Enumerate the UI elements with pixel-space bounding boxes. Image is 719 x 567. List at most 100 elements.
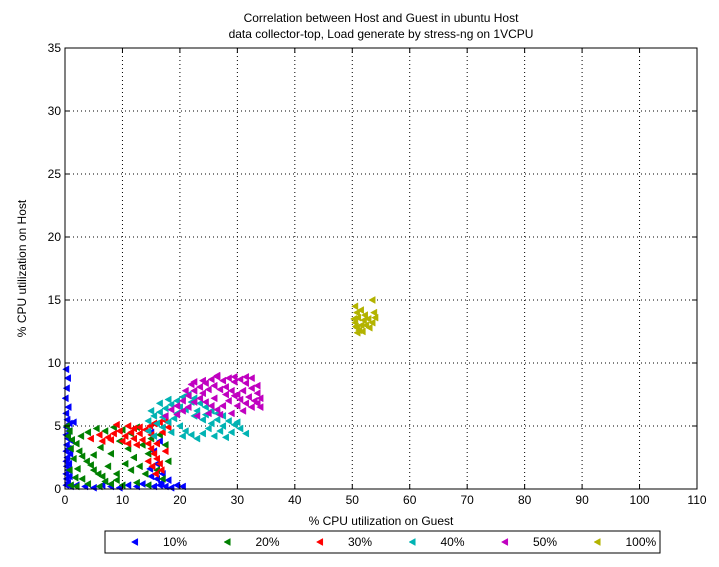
data-point <box>101 477 109 486</box>
data-point <box>62 447 70 456</box>
data-point <box>152 419 160 428</box>
data-point <box>198 376 206 385</box>
data-point <box>63 432 71 441</box>
x-tick-label: 10 <box>116 493 130 507</box>
data-point <box>69 418 77 427</box>
x-tick-label: 60 <box>403 493 417 507</box>
data-point <box>86 461 94 469</box>
data-point <box>63 374 71 383</box>
data-point <box>210 394 218 403</box>
data-point <box>158 474 166 483</box>
data-point <box>196 399 204 408</box>
data-point <box>77 432 85 441</box>
data-point <box>78 452 86 461</box>
y-tick-label: 30 <box>48 104 62 118</box>
chart-title-line-1: Correlation between Host and Guest in ub… <box>244 11 519 25</box>
data-point <box>173 401 181 410</box>
data-point <box>175 422 183 430</box>
data-point <box>207 401 215 410</box>
data-point <box>89 451 97 459</box>
plot-area-frame <box>64 47 698 490</box>
data-point <box>241 399 250 408</box>
legend-label: 50% <box>533 535 557 549</box>
data-point <box>207 375 215 384</box>
data-point <box>73 464 81 473</box>
legend: 10% 20% 30% 40% 50% 100% <box>104 530 661 554</box>
data-point <box>98 472 106 481</box>
data-point <box>198 389 206 398</box>
data-point <box>124 444 132 453</box>
data-point <box>181 386 189 395</box>
data-point <box>157 466 165 475</box>
data-point <box>241 379 250 388</box>
data-point <box>67 435 75 444</box>
y-tick-label: 35 <box>48 41 62 55</box>
x-tick-label: 70 <box>461 493 475 507</box>
y-tick-label: 20 <box>48 230 62 244</box>
data-point <box>213 371 221 380</box>
data-point <box>164 395 172 404</box>
data-point <box>112 476 120 485</box>
data-point <box>151 469 159 478</box>
data-point <box>365 323 373 332</box>
data-point <box>164 476 172 485</box>
data-point <box>216 385 224 394</box>
legend-label: 30% <box>348 535 372 549</box>
x-tick-label: 80 <box>518 493 532 507</box>
y-tick-label: 5 <box>54 419 61 433</box>
data-point <box>167 405 175 414</box>
data-point <box>148 462 156 471</box>
data-point <box>144 457 152 466</box>
data-point <box>221 383 229 391</box>
y-axis-label: % CPU utilization on Host <box>15 199 29 337</box>
grid <box>65 48 697 489</box>
data-point <box>150 432 158 441</box>
data-point <box>66 444 74 453</box>
data-point <box>190 386 198 395</box>
data-point <box>253 381 261 390</box>
data-point <box>368 296 376 304</box>
data-point <box>236 375 244 384</box>
data-point <box>112 420 120 429</box>
data-point <box>196 394 204 403</box>
data-point <box>247 374 255 383</box>
data-point <box>141 469 149 478</box>
data-point <box>66 481 74 490</box>
data-point <box>83 428 92 437</box>
data-point <box>173 410 181 419</box>
data-point <box>101 427 109 435</box>
data-point <box>95 482 103 491</box>
data-point <box>147 472 155 481</box>
data-point <box>132 440 140 449</box>
legend-label: 20% <box>256 535 280 549</box>
data-point <box>138 440 146 449</box>
data-point <box>193 434 201 443</box>
data-point <box>253 389 261 398</box>
data-point <box>106 480 115 488</box>
data-point <box>62 365 70 374</box>
data-point <box>218 401 227 410</box>
x-tick-label: 0 <box>62 493 69 507</box>
data-point <box>132 478 140 487</box>
data-point <box>150 449 158 458</box>
data-point <box>364 314 372 323</box>
x-tick-label: 20 <box>173 493 187 507</box>
data-point <box>144 417 152 425</box>
data-point <box>358 327 366 336</box>
data-point <box>213 415 221 424</box>
data-point <box>193 411 201 420</box>
data-point <box>121 459 129 468</box>
data-point <box>210 432 218 441</box>
data-point <box>129 424 137 433</box>
data-point <box>62 409 70 418</box>
data-point <box>138 480 146 488</box>
data-point <box>227 386 235 395</box>
data-point <box>124 439 132 448</box>
data-point <box>164 418 172 427</box>
data-point <box>190 398 198 406</box>
data-point <box>104 462 112 471</box>
data-point <box>64 403 72 412</box>
data-point <box>155 408 163 417</box>
data-point <box>127 428 135 437</box>
data-point <box>147 444 155 453</box>
